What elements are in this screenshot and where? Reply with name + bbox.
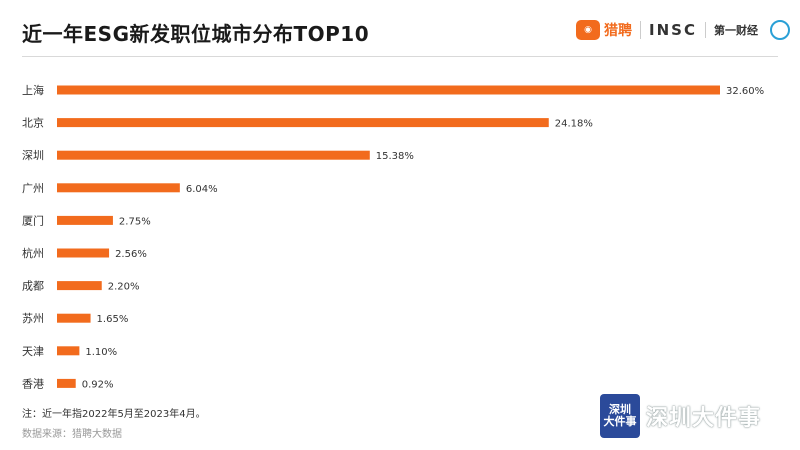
bar bbox=[57, 118, 549, 128]
bar-value-label: 2.56% bbox=[115, 249, 147, 260]
bar bbox=[57, 248, 110, 258]
circle-logo-icon bbox=[770, 20, 790, 40]
category-label: 苏州 bbox=[22, 312, 44, 325]
bar bbox=[57, 378, 76, 388]
liepin-logo-text: 猎聘 bbox=[604, 23, 633, 39]
watermark-text: 深圳大件事 bbox=[646, 406, 762, 431]
category-label: 厦门 bbox=[22, 213, 44, 227]
liepin-logo: ◉ 猎聘 bbox=[576, 20, 632, 40]
bar-value-label: 32.60% bbox=[726, 86, 764, 97]
category-label: 杭州 bbox=[22, 246, 44, 260]
category-label: 成都 bbox=[22, 280, 44, 293]
chart-title: 近一年ESG新发职位城市分布TOP10 bbox=[22, 22, 370, 46]
bar-value-label: 24.18% bbox=[555, 119, 593, 130]
logo-group: ◉ 猎聘 INSC 第一财经 bbox=[576, 20, 790, 40]
watermark-badge-line: 深圳 bbox=[609, 402, 631, 416]
bar-value-label: 0.92% bbox=[82, 379, 114, 390]
bar-value-label: 2.75% bbox=[119, 216, 151, 227]
bar-value-label: 1.65% bbox=[97, 314, 129, 325]
category-label: 广州 bbox=[22, 182, 44, 195]
data-source: 数据来源：猎聘大数据 bbox=[22, 429, 122, 440]
bar-value-label: 1.10% bbox=[85, 347, 117, 358]
category-label: 香港 bbox=[22, 377, 44, 390]
category-label: 深圳 bbox=[22, 149, 44, 162]
title-divider bbox=[22, 56, 778, 57]
category-label: 上海 bbox=[22, 83, 44, 97]
liepin-mark-icon: ◉ bbox=[576, 20, 601, 40]
bar bbox=[57, 346, 80, 356]
bar bbox=[57, 281, 102, 291]
watermark-badge-line: 大件事 bbox=[603, 415, 637, 428]
watermark-badge-icon: 深圳 大件事 bbox=[600, 394, 640, 438]
bar bbox=[57, 183, 180, 193]
diyicaijing-logo: 第一财经 bbox=[705, 22, 758, 38]
footnote: 注：近一年指2022年5月至2023年4月。 bbox=[22, 409, 206, 420]
bar-value-label: 2.20% bbox=[108, 282, 140, 293]
category-label: 北京 bbox=[22, 116, 44, 130]
insc-logo: INSC bbox=[640, 21, 697, 39]
watermark: 深圳 大件事 深圳大件事 bbox=[600, 394, 761, 438]
bar-value-label: 15.38% bbox=[376, 151, 414, 162]
bar bbox=[57, 150, 370, 160]
bar bbox=[57, 85, 720, 95]
bar bbox=[57, 313, 91, 323]
bar bbox=[57, 215, 113, 225]
bar-value-label: 6.04% bbox=[186, 184, 218, 195]
category-label: 天津 bbox=[22, 345, 44, 358]
